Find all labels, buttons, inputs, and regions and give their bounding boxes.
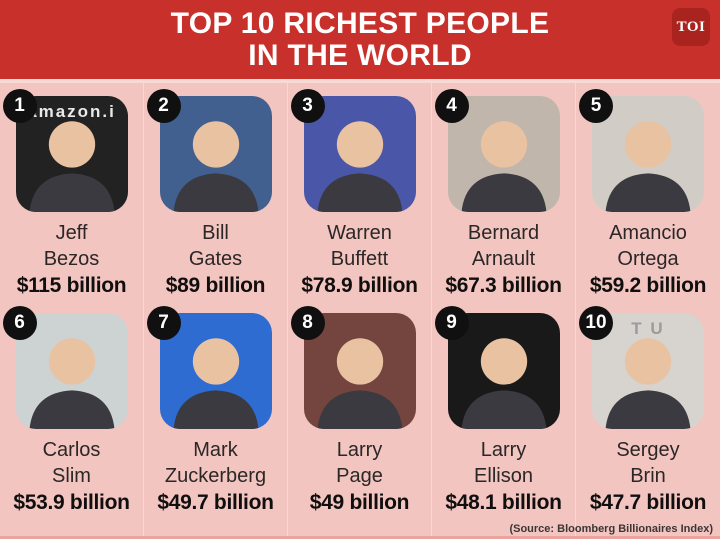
header-banner: TOP 10 RICHEST PEOPLE IN THE WORLD TOI [0,0,720,79]
rank-badge: 2 [146,89,181,123]
photo-background-text: T U [631,319,665,338]
person-last-name: Ortega [617,248,679,270]
net-worth: $78.9 billion [301,274,418,297]
rank-badge: 5 [579,89,613,123]
net-worth: $67.3 billion [445,274,562,297]
source-credit: (Source: Bloomberg Billionaires Index) [509,523,713,535]
person-first-name: Carlos [42,439,101,461]
rank-badge: 8 [290,306,325,340]
person-silhouette-icon [173,121,258,212]
person-last-name: Arnault [471,248,536,270]
person-photo: 2 [146,89,272,212]
person-silhouette-icon [317,121,402,212]
rank-badge: 4 [434,89,469,123]
person-first-name: Bernard [467,222,540,244]
person-photo: amazon.i 1 [2,89,128,212]
person-first-name: Larry [480,439,527,461]
person-card-10: T U 10 Sergey Brin $47.7 billion [576,300,720,539]
person-silhouette-icon [173,338,258,429]
person-first-name: Mark [193,439,238,461]
rank-badge: 1 [2,89,37,123]
person-card-8: 8 Larry Page $49 billion [288,300,432,539]
photo-background-text: amazon.i [27,102,116,121]
person-name: Bill Gates [144,220,287,272]
person-card-2: 2 Bill Gates $89 billion [144,83,288,300]
person-photo-bg: amazon.i [15,96,128,212]
person-card-6: 6 Carlos Slim $53.9 billion [0,300,144,539]
person-first-name: Larry [336,439,383,461]
toi-logo: TOI [672,8,710,46]
person-photo: 9 [434,306,560,429]
person-last-name: Ellison [474,465,533,487]
person-name: Sergey Brin [576,437,720,489]
person-card-3: 3 Warren Buffett $78.9 billion [288,83,432,300]
people-grid: amazon.i 1 Jeff Bezos $115 billion 2 Bil… [0,83,720,539]
person-photo: 5 [579,89,704,212]
person-last-name: Buffett [330,248,389,270]
person-first-name: Amancio [609,222,687,244]
person-silhouette-icon [461,121,546,212]
rank-badge: 10 [579,306,613,340]
person-photo-bg [592,96,704,212]
person-silhouette-icon [461,338,546,429]
person-photo: 3 [290,89,416,212]
person-silhouette-icon [29,338,114,429]
net-worth: $115 billion [16,274,127,297]
person-name: Warren Buffett [288,220,431,272]
net-worth: $53.9 billion [13,491,130,514]
person-name: Mark Zuckerberg [144,437,287,489]
bottom-strip [0,536,720,539]
net-worth: $48.1 billion [445,491,562,514]
net-worth: $47.7 billion [589,491,707,514]
person-photo: 4 [434,89,560,212]
person-last-name: Zuckerberg [164,465,267,487]
person-photo: 6 [2,306,128,429]
title-line-1: TOP 10 RICHEST PEOPLE [170,6,550,40]
person-first-name: Warren [327,222,392,244]
net-worth: $49 billion [309,491,410,514]
person-last-name: Brin [630,465,666,487]
person-photo: 7 [146,306,272,429]
person-silhouette-icon [605,121,691,212]
rank-badge: 9 [434,306,469,340]
person-silhouette-icon [605,338,691,429]
person-card-5: 5 Amancio Ortega $59.2 billion [576,83,720,300]
person-photo-bg: T U [592,313,704,429]
person-last-name: Bezos [43,248,100,270]
title-line-2: IN THE WORLD [248,38,472,72]
page-title: TOP 10 RICHEST PEOPLE IN THE WORLD [170,6,550,72]
person-name: Larry Page [288,437,431,489]
person-silhouette-icon [29,121,114,212]
person-card-1: amazon.i 1 Jeff Bezos $115 billion [0,83,144,300]
person-photo: 8 [290,306,416,429]
person-photo: T U 10 [579,306,704,429]
rank-badge: 6 [2,306,37,340]
person-first-name: Sergey [616,439,680,461]
person-card-7: 7 Mark Zuckerberg $49.7 billion [144,300,288,539]
rank-badge: 7 [146,306,181,340]
person-card-9: 9 Larry Ellison $48.1 billion [432,300,576,539]
rank-badge: 3 [290,89,325,123]
person-name: Amancio Ortega [576,220,720,272]
person-card-4: 4 Bernard Arnault $67.3 billion [432,83,576,300]
net-worth: $89 billion [165,274,266,297]
person-first-name: Bill [202,222,229,244]
person-last-name: Page [336,465,383,487]
person-name: Jeff Bezos [0,220,143,272]
net-worth: $49.7 billion [157,491,274,514]
net-worth: $59.2 billion [589,274,707,297]
person-silhouette-icon [317,338,402,429]
header-divider [0,79,720,83]
person-photo-bg [447,313,560,429]
person-first-name: Jeff [55,222,88,244]
person-name: Carlos Slim [0,437,143,489]
person-name: Bernard Arnault [432,220,575,272]
person-last-name: Gates [188,248,243,270]
person-last-name: Slim [52,465,91,487]
person-name: Larry Ellison [432,437,575,489]
